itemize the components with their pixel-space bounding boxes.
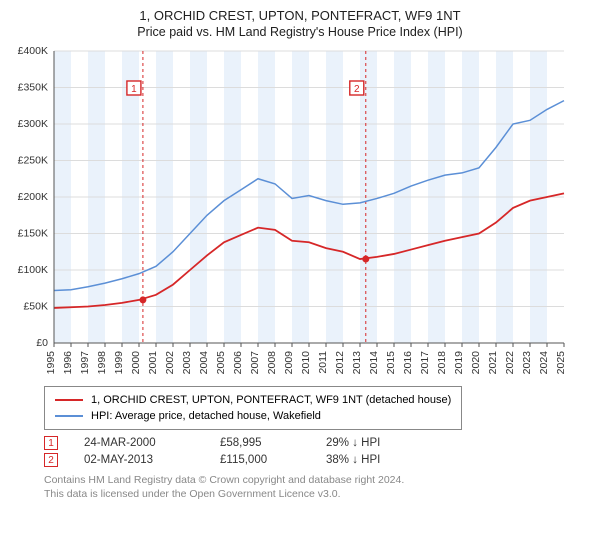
svg-text:£400K: £400K [18,45,48,57]
svg-text:2008: 2008 [266,351,278,375]
svg-text:2012: 2012 [334,351,346,375]
chart-subtitle: Price paid vs. HM Land Registry's House … [10,25,590,39]
attribution-line: Contains HM Land Registry data © Crown c… [44,473,590,487]
svg-text:£150K: £150K [18,228,48,240]
svg-text:2021: 2021 [487,351,499,375]
svg-text:£250K: £250K [18,155,48,167]
svg-text:2019: 2019 [453,351,465,375]
svg-text:£50K: £50K [23,301,48,313]
svg-text:2: 2 [354,84,360,95]
event-marker: 2 [44,453,58,467]
svg-text:2018: 2018 [436,351,448,375]
svg-text:2017: 2017 [419,351,431,375]
event-row: 2 02-MAY-2013 £115,000 38% ↓ HPI [44,453,590,467]
legend: 1, ORCHID CREST, UPTON, PONTEFRACT, WF9 … [44,386,462,430]
svg-text:2014: 2014 [368,351,380,375]
svg-text:2016: 2016 [402,351,414,375]
svg-text:2011: 2011 [317,351,329,374]
svg-text:2020: 2020 [470,351,482,375]
svg-text:2001: 2001 [147,351,159,375]
svg-text:1998: 1998 [96,351,108,375]
svg-text:2022: 2022 [504,351,516,375]
svg-text:2009: 2009 [283,351,295,375]
event-price: £58,995 [220,437,300,449]
svg-text:2025: 2025 [555,351,567,375]
svg-text:1996: 1996 [62,351,74,375]
attribution-line: This data is licensed under the Open Gov… [44,487,590,501]
event-date: 02-MAY-2013 [84,454,194,466]
svg-text:2007: 2007 [249,351,261,375]
event-table: 1 24-MAR-2000 £58,995 29% ↓ HPI 2 02-MAY… [44,436,590,467]
legend-label: 1, ORCHID CREST, UPTON, PONTEFRACT, WF9 … [91,392,451,408]
svg-text:2006: 2006 [232,351,244,375]
event-delta: 38% ↓ HPI [326,454,380,466]
svg-text:2015: 2015 [385,351,397,375]
svg-text:1: 1 [131,84,137,95]
svg-text:£0: £0 [36,337,48,349]
attribution: Contains HM Land Registry data © Crown c… [44,473,590,501]
legend-label: HPI: Average price, detached house, Wake… [91,408,321,424]
event-marker: 1 [44,436,58,450]
svg-text:2004: 2004 [198,351,210,375]
event-date: 24-MAR-2000 [84,437,194,449]
legend-item: HPI: Average price, detached house, Wake… [55,408,451,424]
svg-text:1997: 1997 [79,351,91,375]
svg-text:£300K: £300K [18,118,48,130]
svg-text:2002: 2002 [164,351,176,375]
svg-text:2024: 2024 [538,351,550,375]
svg-text:2000: 2000 [130,351,142,375]
chart-svg: £0 £50K £100K £150K £200K £250K £300K £350K £400… [10,45,570,375]
svg-text:2013: 2013 [351,351,363,375]
legend-swatch [55,415,83,417]
svg-text:£200K: £200K [18,191,48,203]
svg-text:2003: 2003 [181,351,193,375]
line-chart: £0 £50K £100K £150K £200K £250K £300K £350K £400… [10,45,590,380]
svg-text:2023: 2023 [521,351,533,375]
legend-swatch [55,399,83,401]
svg-text:2005: 2005 [215,351,227,375]
chart-title: 1, ORCHID CREST, UPTON, PONTEFRACT, WF9 … [10,8,590,23]
event-delta: 29% ↓ HPI [326,437,380,449]
legend-item: 1, ORCHID CREST, UPTON, PONTEFRACT, WF9 … [55,392,451,408]
svg-text:1999: 1999 [113,351,125,375]
svg-text:2010: 2010 [300,351,312,375]
svg-text:1995: 1995 [45,351,57,375]
event-row: 1 24-MAR-2000 £58,995 29% ↓ HPI [44,436,590,450]
svg-text:£350K: £350K [18,82,48,94]
event-price: £115,000 [220,454,300,466]
svg-text:£100K: £100K [18,264,48,276]
